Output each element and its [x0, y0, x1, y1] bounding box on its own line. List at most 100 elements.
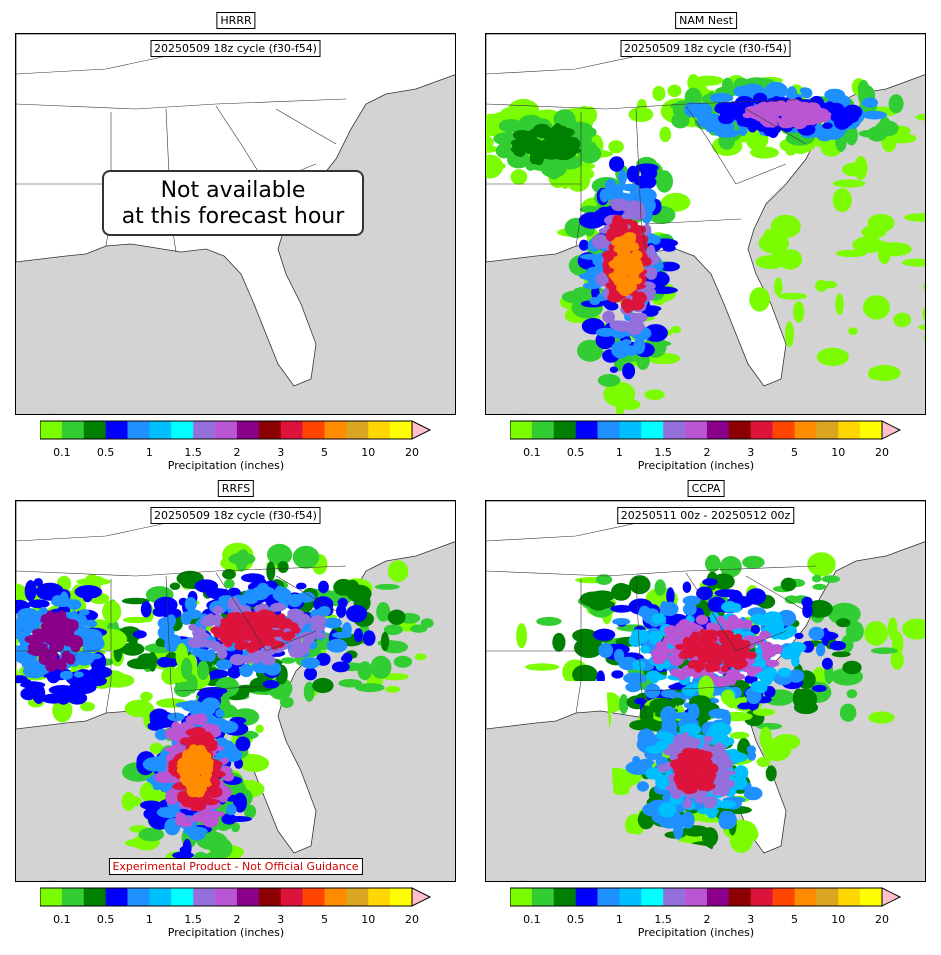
not-available-box: Not available at this forecast hour	[102, 170, 364, 236]
map-rrfs: 20250509 18z cycle (f30-f54) NOAA Experi…	[15, 500, 456, 882]
colorbar-swatch	[105, 421, 128, 439]
colorbar-swatch	[597, 421, 620, 439]
panel-title-rrfs: RRFS	[217, 480, 255, 497]
colorbar-swatch	[816, 888, 839, 906]
colorbar-swatch	[390, 888, 413, 906]
colorbar-swatch	[575, 421, 598, 439]
colorbar-tick-label: 3	[747, 913, 755, 926]
colorbar-tick-label: 1.5	[654, 446, 672, 459]
panel-title-nam-nest: NAM Nest	[675, 12, 737, 29]
colorbar-tick-label: 10	[831, 913, 846, 926]
colorbar-swatch	[750, 888, 773, 906]
colorbar-tick-label: 2	[233, 446, 241, 459]
map-ccpa: 20250511 00z - 20250512 00z NOAA	[485, 500, 926, 882]
colorbar-swatch	[83, 421, 106, 439]
colorbar-swatch	[816, 421, 839, 439]
colorbar-swatch	[619, 888, 642, 906]
colorbar-swatch	[171, 421, 194, 439]
colorbar-swatch	[105, 888, 128, 906]
colorbar-tick-label: 1.5	[184, 446, 202, 459]
colorbar-swatch	[772, 888, 795, 906]
colorbar-hrrr: 0.1 0.5 1 1.5 2 3 5 10 20 Precipitation (inches)	[40, 420, 432, 472]
colorbar-swatch	[61, 421, 85, 439]
map-canvas	[486, 501, 925, 857]
colorbar-label: Precipitation (inches)	[167, 926, 285, 939]
colorbar-swatch	[728, 421, 751, 439]
colorbar-swatch	[794, 421, 817, 439]
colorbar-swatch	[127, 421, 150, 439]
colorbar-tick-label: 0.5	[96, 446, 115, 459]
colorbar-tick-label: 3	[277, 446, 285, 459]
colorbar-tick-label: 0.5	[566, 913, 585, 926]
map-canvas	[16, 501, 455, 869]
colorbar-tick-label: 1.5	[654, 913, 672, 926]
colorbar-swatch	[149, 888, 172, 906]
colorbar-swatch	[302, 421, 325, 439]
colorbar-ccpa: 0.1 0.5 1 1.5 2 3 5 10 20 Precipitation (inches)	[510, 887, 902, 939]
colorbar-extend-arrow	[881, 887, 902, 907]
colorbar-extend-arrow	[411, 887, 432, 907]
experimental-warning: Experimental Product - Not Official Guid…	[108, 858, 363, 875]
colorbar-swatch	[706, 421, 730, 439]
colorbar-tick-label: 10	[361, 913, 376, 926]
colorbar-tick-label: 0.1	[523, 913, 541, 926]
colorbar-swatch	[324, 888, 347, 906]
cycle-label: 20250509 18z cycle (f30-f54)	[150, 507, 321, 524]
colorbar-swatch	[685, 421, 708, 439]
colorbar-swatch	[193, 888, 216, 906]
colorbar-tick-label: 5	[320, 446, 328, 459]
colorbar-swatch	[553, 421, 576, 439]
colorbar-swatch	[575, 888, 598, 906]
colorbar-swatch	[641, 421, 664, 439]
colorbar-swatch	[685, 888, 708, 906]
precip-field	[16, 542, 434, 869]
colorbar-swatch	[728, 888, 751, 906]
colorbar-swatch	[750, 421, 773, 439]
colorbar-tick-label: 20	[875, 446, 889, 459]
colorbar-swatch	[368, 421, 391, 439]
colorbar-swatch	[236, 888, 260, 906]
colorbar-tick-label: 10	[831, 446, 846, 459]
colorbar-swatch	[40, 888, 63, 906]
colorbar-swatch	[794, 888, 817, 906]
colorbar-label: Precipitation (inches)	[637, 926, 755, 939]
colorbar-swatch	[215, 888, 238, 906]
colorbar-tick-label: 1	[615, 446, 623, 459]
cycle-label: 20250511 00z - 20250512 00z	[616, 507, 795, 524]
map-hrrr: 20250509 18z cycle (f30-f54) Not availab…	[15, 33, 456, 415]
colorbar-swatch	[40, 421, 63, 439]
colorbar-swatch	[510, 888, 533, 906]
colorbar-swatch	[663, 888, 686, 906]
colorbar-swatch	[193, 421, 216, 439]
colorbar-tick-label: 2	[703, 446, 711, 459]
colorbar-swatch	[706, 888, 730, 906]
precip-field	[486, 74, 925, 414]
colorbar-tick-label: 2	[233, 913, 241, 926]
colorbar-swatch	[127, 888, 150, 906]
colorbar-swatch	[324, 421, 347, 439]
panel-title-hrrr: HRRR	[216, 12, 256, 29]
panel-title-ccpa: CCPA	[687, 480, 725, 497]
colorbar-label: Precipitation (inches)	[637, 459, 755, 472]
colorbar-swatch	[302, 888, 325, 906]
map-canvas	[486, 34, 925, 414]
colorbar-swatch	[510, 421, 533, 439]
colorbar-tick-label: 20	[875, 913, 889, 926]
map-nam-nest: 20250509 18z cycle (f30-f54) NOAA	[485, 33, 926, 415]
colorbar-swatch	[531, 421, 555, 439]
colorbar-swatch	[772, 421, 795, 439]
colorbar-tick-label: 0.5	[566, 446, 585, 459]
colorbar-rrfs: 0.1 0.5 1 1.5 2 3 5 10 20 Precipitation (inches)	[40, 887, 432, 939]
colorbar-tick-label: 1	[145, 446, 153, 459]
colorbar-swatch	[280, 421, 303, 439]
colorbar-extend-arrow	[411, 420, 432, 440]
colorbar-swatch	[258, 421, 281, 439]
colorbar-swatch	[838, 421, 861, 439]
colorbar-tick-label: 20	[405, 913, 419, 926]
colorbar-nam-nest: 0.1 0.5 1 1.5 2 3 5 10 20 Precipitation (inches)	[510, 420, 902, 472]
colorbar-tick-label: 0.1	[523, 446, 541, 459]
colorbar-swatch	[171, 888, 194, 906]
colorbar-swatch	[553, 888, 576, 906]
colorbar-swatch	[346, 421, 369, 439]
colorbar-swatch	[368, 888, 391, 906]
